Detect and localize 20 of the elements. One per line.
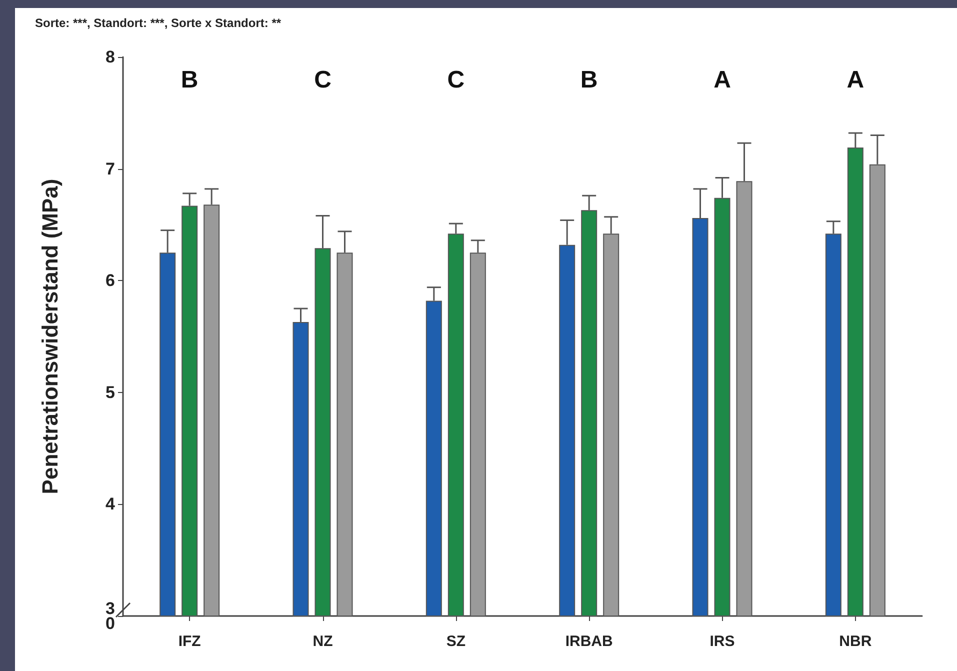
annotation: A — [846, 66, 864, 94]
y-tick-label: 8 — [106, 48, 115, 66]
y-tick-label: 5 — [106, 382, 115, 402]
y-tick-label: 7 — [106, 159, 115, 178]
annotation: A — [714, 66, 731, 94]
y-tick-label: 4 — [106, 494, 116, 514]
y-tick-label: 6 — [106, 271, 115, 290]
annotation: C — [314, 66, 332, 94]
x-tick-label: SZ — [446, 633, 466, 650]
chart-title: Sorte: ***, Standort: ***, Sorte x Standort: ** — [35, 16, 282, 30]
x-tick-label: NBR — [839, 633, 872, 650]
y-axis-title: Penetrationswiderstand (MPa) — [38, 178, 62, 494]
x-tick-label: IFZ — [178, 633, 201, 650]
y-tick-label: 3 0 — [106, 599, 115, 633]
annotation: C — [447, 66, 465, 94]
x-tick-label: IRBAB — [565, 633, 613, 650]
annotation: B — [180, 66, 198, 94]
annotation: B — [580, 66, 598, 94]
x-tick-label: NZ — [312, 633, 333, 650]
x-tick-label: IRS — [710, 633, 735, 650]
